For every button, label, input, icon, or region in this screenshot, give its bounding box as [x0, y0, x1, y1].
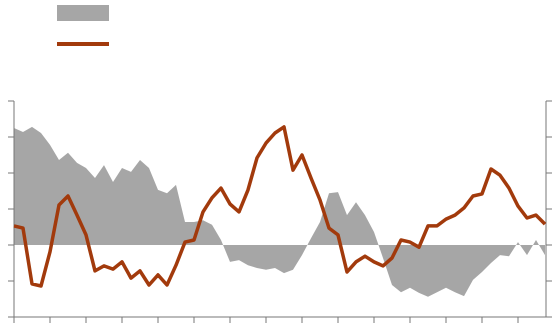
legend-swatch-area — [57, 5, 109, 21]
area — [14, 126, 545, 297]
line — [13, 125, 547, 288]
